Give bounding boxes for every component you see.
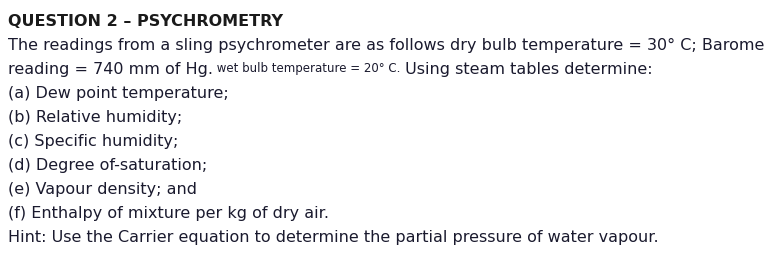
Text: (a) Dew point temperature;: (a) Dew point temperature; bbox=[8, 86, 228, 101]
Text: QUESTION 2 – PSYCHROMETRY: QUESTION 2 – PSYCHROMETRY bbox=[8, 14, 283, 29]
Text: wet bulb temperature = 20° C.: wet bulb temperature = 20° C. bbox=[213, 62, 400, 75]
Text: The readings from a sling psychrometer are as follows dry bulb temperature = 30°: The readings from a sling psychrometer a… bbox=[8, 38, 764, 53]
Text: (b) Relative humidity;: (b) Relative humidity; bbox=[8, 110, 183, 125]
Text: Using steam tables determine:: Using steam tables determine: bbox=[400, 62, 653, 77]
Text: (e) Vapour density; and: (e) Vapour density; and bbox=[8, 182, 197, 197]
Text: (d) Degree of-saturation;: (d) Degree of-saturation; bbox=[8, 158, 207, 173]
Text: (c) Specific humidity;: (c) Specific humidity; bbox=[8, 134, 178, 149]
Text: (f) Enthalpy of mixture per kg of dry air.: (f) Enthalpy of mixture per kg of dry ai… bbox=[8, 206, 329, 221]
Text: reading = 740 mm of Hg.: reading = 740 mm of Hg. bbox=[8, 62, 213, 77]
Text: Hint: Use the Carrier equation to determine the partial pressure of water vapour: Hint: Use the Carrier equation to determ… bbox=[8, 230, 659, 245]
